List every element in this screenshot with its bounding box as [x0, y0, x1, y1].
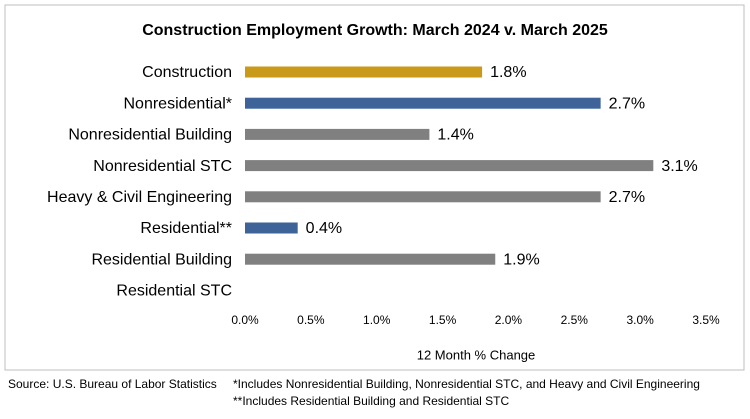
y-tick-label: Residential Building [91, 251, 232, 268]
footnote: **Includes Residential Building and Resi… [233, 394, 509, 408]
bar [245, 66, 483, 78]
bar [245, 160, 654, 172]
chart-title: Construction Employment Growth: March 20… [142, 22, 608, 39]
chart-frame [4, 4, 745, 371]
y-tick-label: Nonresidential STC [93, 158, 232, 175]
bar [245, 191, 601, 203]
x-tick-label: 0.0% [231, 313, 259, 327]
data-label: 1.4% [437, 127, 473, 144]
bar [245, 222, 298, 234]
x-tick-label: 0.5% [297, 313, 325, 327]
x-tick-label: 3.5% [692, 313, 720, 327]
x-tick-label: 2.5% [561, 313, 589, 327]
y-tick-label: Construction [142, 64, 232, 81]
data-label: 1.9% [503, 251, 539, 268]
y-tick-label: Residential** [140, 220, 232, 237]
x-tick-label: 1.0% [363, 313, 391, 327]
bar [245, 128, 430, 140]
y-tick-label: Residential STC [116, 283, 232, 300]
data-label: 3.1% [661, 158, 697, 175]
x-tick-label: 1.5% [429, 313, 457, 327]
data-label: 0.4% [306, 220, 342, 237]
y-tick-label: Nonresidential Building [68, 127, 232, 144]
x-axis-title: 12 Month % Change [417, 347, 536, 362]
footnote: *Includes Nonresidential Building, Nonre… [233, 377, 700, 391]
y-tick-label: Nonresidential* [123, 95, 232, 112]
data-label: 1.8% [490, 64, 526, 81]
bar [245, 253, 496, 265]
data-label: 2.7% [609, 95, 645, 112]
y-tick-label: Heavy & Civil Engineering [47, 189, 232, 206]
bar [245, 97, 601, 109]
source: Source: U.S. Bureau of Labor Statistics [8, 377, 217, 391]
x-tick-label: 2.0% [495, 313, 523, 327]
x-tick-label: 3.0% [626, 313, 654, 327]
data-label: 2.7% [609, 189, 645, 206]
